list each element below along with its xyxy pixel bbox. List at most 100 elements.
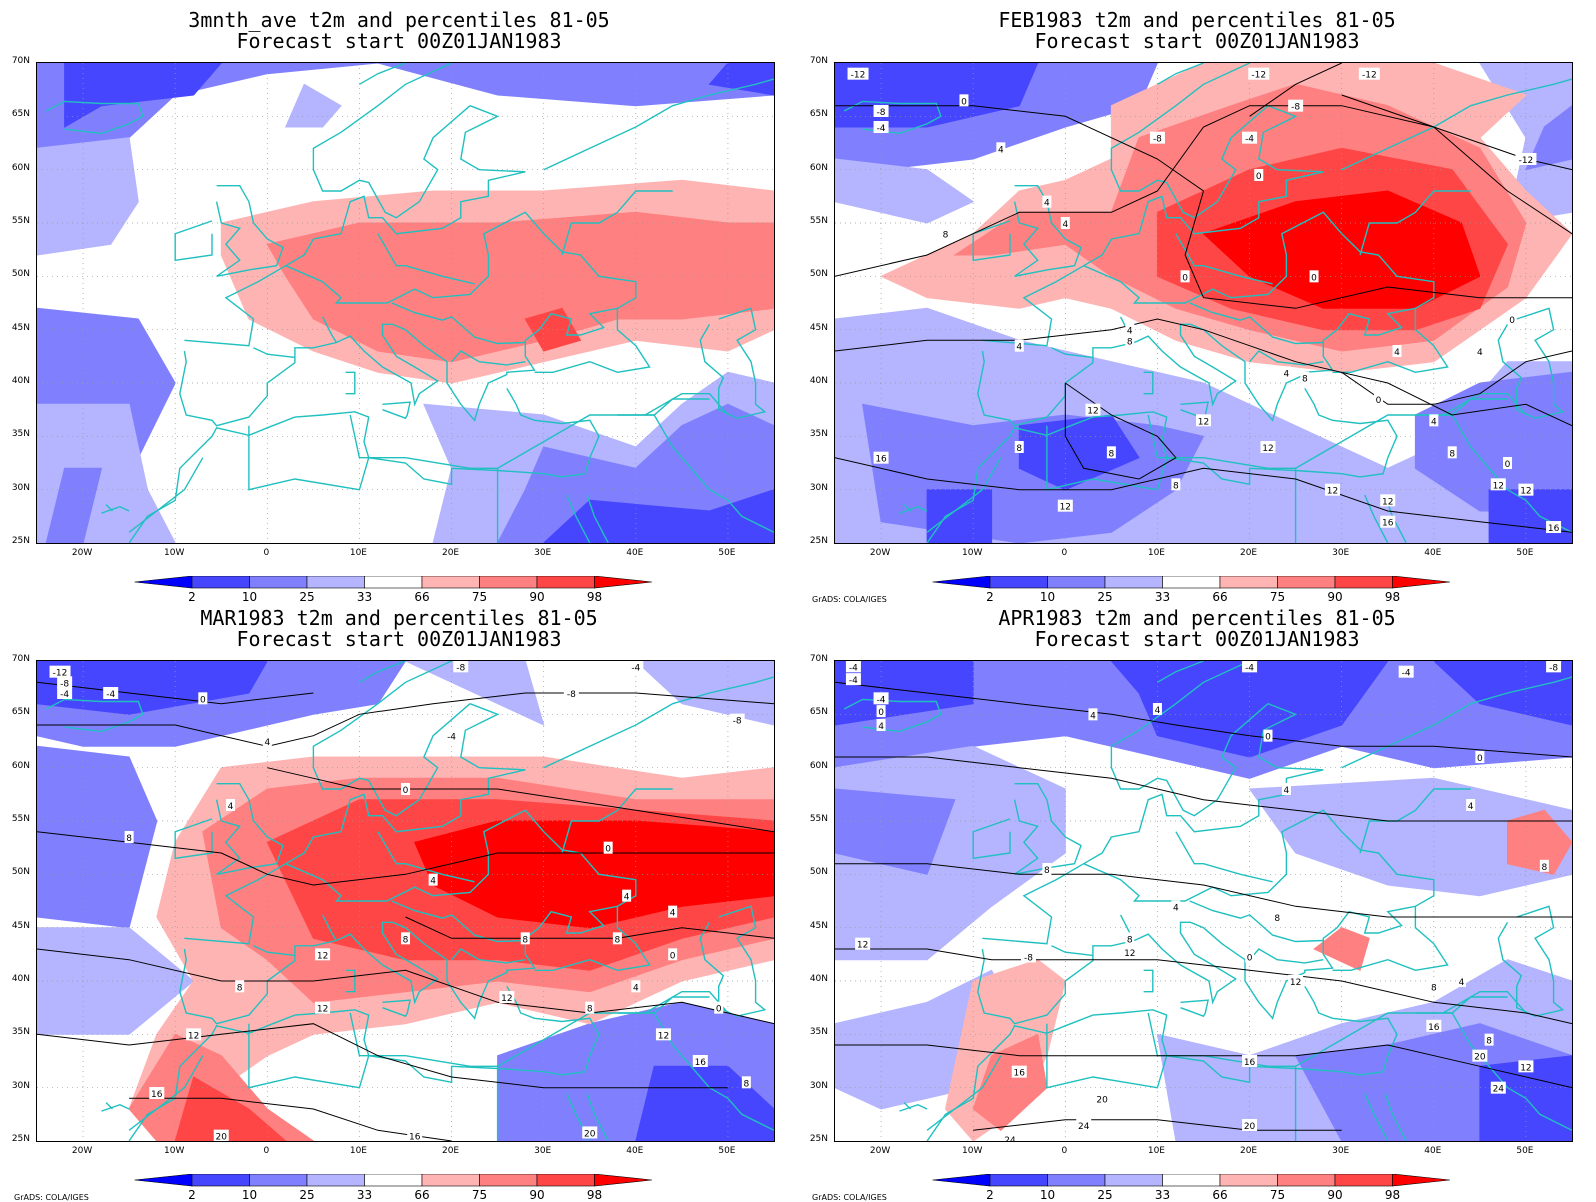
svg-text:-4: -4	[631, 663, 640, 673]
contour-label: 8	[1125, 334, 1135, 347]
contour-label: 0	[603, 841, 613, 855]
coastline	[982, 703, 1324, 945]
latitude-label: 55N	[809, 814, 828, 824]
temperature-contour	[37, 1023, 728, 1089]
coastline	[1157, 63, 1204, 85]
coastline	[101, 505, 130, 514]
percentile-shading	[174, 1076, 287, 1141]
colorbar-label: 90	[1327, 1188, 1343, 1202]
colorbar-swatch	[306, 1174, 365, 1187]
svg-text:4: 4	[1044, 199, 1050, 209]
svg-text:12: 12	[1327, 487, 1338, 497]
percentile-shading	[1248, 777, 1572, 897]
coastline	[699, 307, 767, 419]
latitude-label: 55N	[11, 216, 30, 226]
temperature-contour	[37, 692, 774, 747]
contour-label: -4	[1242, 131, 1258, 145]
map-canvas	[37, 63, 774, 543]
colorbar-label: 33	[1154, 1188, 1171, 1202]
coastline	[972, 818, 1011, 860]
coastline	[312, 661, 471, 817]
temperature-contour	[1341, 94, 1572, 171]
panel-subtitle: Forecast start 00Z01JAN1983	[1034, 627, 1360, 651]
svg-text:4: 4	[670, 909, 676, 919]
colorbar-label: 75	[471, 590, 488, 604]
temperature-contour	[835, 105, 1572, 309]
temperature-contour	[835, 863, 1572, 918]
contour-label: -8	[1288, 99, 1304, 113]
longitude-label: 20E	[1239, 1146, 1258, 1156]
contour-label: 12	[1380, 494, 1396, 507]
svg-text:16: 16	[151, 1090, 163, 1100]
temperature-contour	[37, 681, 314, 705]
svg-text:-12: -12	[1251, 71, 1266, 81]
longitude-label: 20E	[441, 548, 460, 558]
svg-text:12: 12	[1087, 407, 1098, 417]
svg-text:4: 4	[1394, 348, 1400, 358]
coastline	[377, 233, 475, 285]
contour-label: 4	[1042, 195, 1052, 209]
svg-text:-8: -8	[1153, 135, 1162, 145]
contour-label: 0	[1374, 393, 1384, 406]
colorbar-label: 66	[414, 590, 430, 604]
contour-label: 24	[1490, 1081, 1506, 1095]
svg-text:12: 12	[317, 951, 328, 961]
colorbar-swatch	[1047, 576, 1106, 589]
svg-text:8: 8	[943, 231, 949, 241]
map-area: -12 -8 -4 -4 0 -8 -4 -8 -8 -4 4 0 4 8 0 4 4 4 8 8 8 12 0 8 4 12 8 1…	[36, 660, 775, 1142]
svg-text:4: 4	[1090, 711, 1096, 721]
coastline	[451, 948, 526, 964]
svg-text:4: 4	[1477, 348, 1483, 358]
colorbar-label: 25	[1097, 1188, 1113, 1202]
svg-text:8: 8	[1486, 1037, 1492, 1047]
svg-text:8: 8	[1044, 866, 1050, 876]
svg-text:4: 4	[1127, 327, 1133, 337]
svg-text:-8: -8	[877, 108, 886, 118]
colorbar-swatch	[364, 1174, 423, 1187]
coastline	[101, 1103, 130, 1112]
percentile-shading	[37, 137, 139, 256]
colorbar-swatch	[249, 1174, 308, 1187]
contour-label: 12	[1196, 414, 1211, 427]
coastline	[321, 914, 337, 941]
longitude-label: 10E	[1147, 548, 1165, 558]
contour-label: 8	[1447, 446, 1457, 459]
latitude-label: 45N	[809, 920, 828, 931]
coastline	[1249, 350, 1324, 366]
contour-label: 4	[1466, 799, 1476, 812]
svg-text:0: 0	[670, 951, 676, 961]
latitude-label: 45N	[11, 920, 30, 931]
temperature-contour	[835, 318, 1572, 427]
latitude-label: 70N	[809, 56, 828, 66]
contour-label: -8	[873, 105, 889, 118]
svg-text:-12: -12	[53, 669, 68, 679]
colorbar-label: 75	[1269, 590, 1286, 604]
svg-text:-4: -4	[106, 690, 115, 700]
latitude-label: 65N	[11, 707, 30, 718]
latitude-label: 65N	[809, 109, 828, 120]
longitude-label: 50E	[718, 548, 736, 558]
contour-label: 12	[315, 948, 331, 961]
contour-label: 0	[959, 94, 969, 107]
coastline	[359, 661, 406, 683]
svg-text:0: 0	[961, 97, 967, 107]
svg-text:0: 0	[200, 695, 206, 705]
colorbar-label: 25	[1097, 590, 1113, 604]
svg-text:20: 20	[584, 1129, 596, 1139]
contour-label: 16	[1380, 515, 1396, 529]
contour-label: 4	[1475, 345, 1485, 358]
contour-label: 8	[1042, 863, 1052, 876]
contour-label: 0	[401, 783, 410, 796]
colorbar-label: 75	[471, 1188, 488, 1202]
contour-label: 20	[1094, 1092, 1110, 1105]
contour-label: 24	[1002, 1132, 1018, 1141]
coastline	[617, 1012, 711, 1089]
longitude-label: 40E	[1424, 1146, 1442, 1156]
coastline	[105, 504, 113, 512]
latitude-label: 55N	[11, 814, 30, 824]
coastline	[128, 457, 204, 533]
coastline	[543, 78, 774, 171]
svg-text:20: 20	[1474, 1053, 1486, 1063]
longitude-label: 0	[263, 1146, 270, 1156]
coastline	[345, 371, 356, 395]
